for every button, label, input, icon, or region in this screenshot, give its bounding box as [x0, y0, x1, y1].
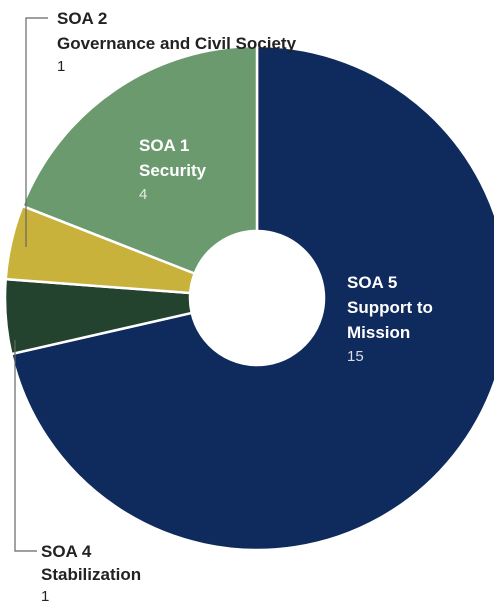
label-soa-2: SOA 2 Governance and Civil Society 1: [57, 9, 297, 75]
label-soa-4-line-2: Stabilization: [41, 565, 141, 584]
slice-soa-1: [21, 44, 259, 275]
slice-soa-5: [10, 44, 494, 552]
value-soa-5: 15: [347, 348, 364, 365]
leader-line-soa-4: [14, 340, 37, 552]
label-soa-5-line-1: SOA 5: [347, 273, 397, 292]
value-soa-4: 1: [41, 588, 49, 604]
label-soa-4-line-1: SOA 4: [41, 542, 92, 561]
leader-line-soa-2: [25, 17, 48, 247]
value-soa-2: 1: [57, 58, 65, 75]
label-soa-2-line-2: Governance and Civil Society: [57, 34, 297, 53]
value-soa-1: 4: [139, 186, 147, 203]
label-soa-5: SOA 5 Support to Mission 15: [347, 273, 433, 365]
label-soa-5-line-2: Support to: [347, 298, 433, 317]
label-soa-1-line-2: Security: [139, 161, 207, 180]
label-soa-4: SOA 4 Stabilization 1: [41, 542, 141, 604]
label-soa-1-line-1: SOA 1: [139, 136, 189, 155]
label-soa-1: SOA 1 Security 4: [139, 136, 207, 203]
label-soa-5-line-3: Mission: [347, 323, 410, 342]
label-soa-2-line-1: SOA 2: [57, 9, 107, 28]
